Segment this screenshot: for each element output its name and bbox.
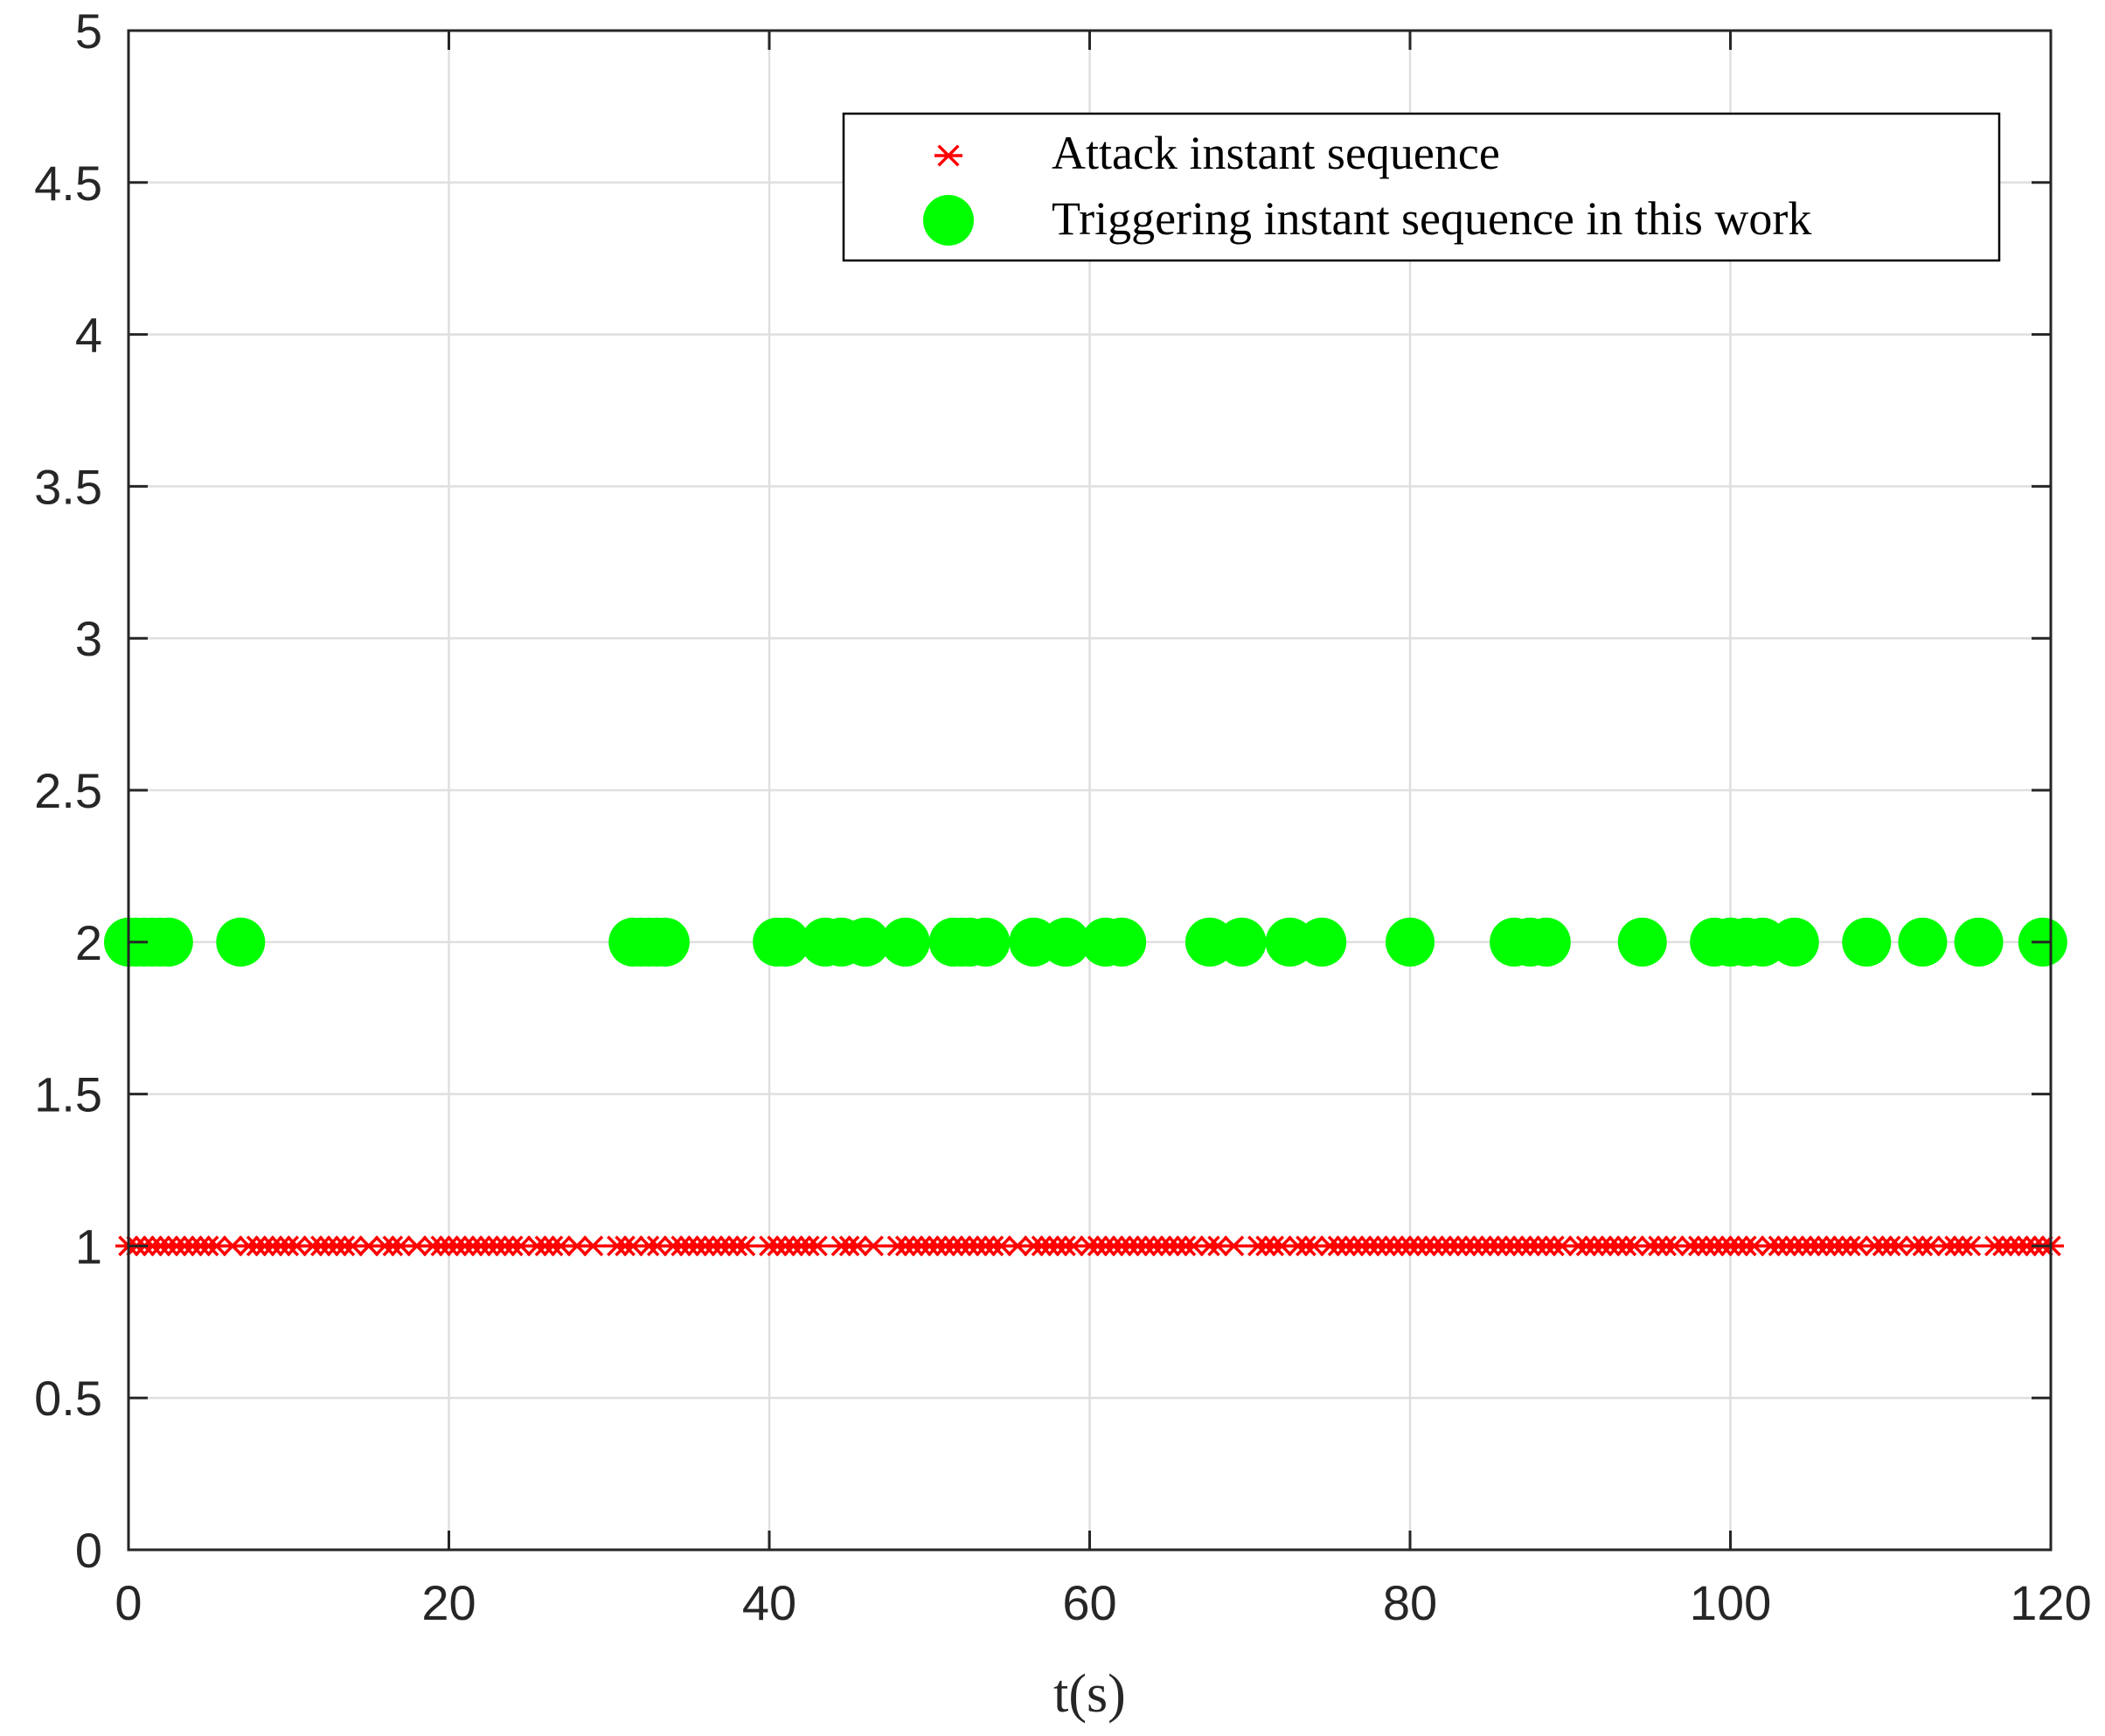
attack-point [803, 1235, 830, 1257]
triggering-point [1898, 917, 1948, 967]
triggering-point [1297, 917, 1347, 967]
y-tick-label: 2 [75, 915, 102, 970]
y-tick-label: 3.5 [34, 459, 102, 514]
axis-ticks [127, 29, 2053, 1552]
legend-label-attack: Attack instant sequence [1052, 127, 1500, 179]
attack-point [580, 1235, 607, 1257]
y-tick-label: 3 [75, 611, 102, 666]
triggering-point [1842, 917, 1892, 967]
attack-point [732, 1235, 759, 1257]
triggering-point [1386, 917, 1435, 967]
triggering-point [1041, 917, 1091, 967]
y-tick-label: 4.5 [34, 156, 102, 211]
legend-box [842, 112, 2001, 262]
x-tick-label: 60 [1062, 1575, 1116, 1630]
triggering-point [961, 917, 1011, 967]
triggering-point [640, 917, 690, 967]
triggering-point [1769, 917, 1819, 967]
y-tick-label: 0.5 [34, 1371, 102, 1426]
attack-point [1220, 1235, 1247, 1257]
triggering-point [1617, 917, 1667, 967]
legend-label-triggering: Triggering instant sequence in this work [1052, 192, 1811, 245]
legend-asterisk-icon [934, 144, 962, 167]
triggering-point [143, 917, 193, 967]
y-tick-labels: 0 0.5 1 1.5 2 2.5 3 3.5 4 4.5 5 [34, 3, 102, 1578]
attack-point [860, 1235, 887, 1257]
triggering-point [1521, 917, 1571, 967]
triggering-point [880, 917, 930, 967]
y-tick-label: 5 [75, 3, 102, 59]
y-tick-label: 0 [75, 1523, 102, 1578]
x-tick-label: 100 [1690, 1575, 1771, 1630]
triggering-point [1954, 917, 2004, 967]
triggering-point [761, 917, 810, 967]
x-tick-label: 120 [2010, 1575, 2091, 1630]
legend-marker-attack [934, 144, 962, 167]
y-tick-label: 1.5 [34, 1067, 102, 1122]
x-tick-label: 40 [742, 1575, 796, 1630]
x-tick-label: 80 [1383, 1575, 1437, 1630]
x-tick-label: 0 [115, 1575, 142, 1630]
triggering-point [1217, 917, 1267, 967]
triggering-point [216, 917, 266, 967]
x-tick-label: 20 [421, 1575, 476, 1630]
attack-point [1957, 1235, 1984, 1257]
y-tick-label: 2.5 [34, 763, 102, 818]
y-tick-label: 1 [75, 1219, 102, 1274]
x-tick-labels: 0 20 40 60 80 100 120 [115, 1575, 2091, 1630]
legend-marker-triggering [923, 195, 974, 246]
triggering-point [1097, 917, 1147, 967]
x-axis-label: t(s) [1053, 1664, 1126, 1724]
y-tick-label: 4 [75, 308, 102, 363]
triggering-point [840, 917, 890, 967]
legend: Attack instant sequence Triggering insta… [842, 112, 2001, 262]
